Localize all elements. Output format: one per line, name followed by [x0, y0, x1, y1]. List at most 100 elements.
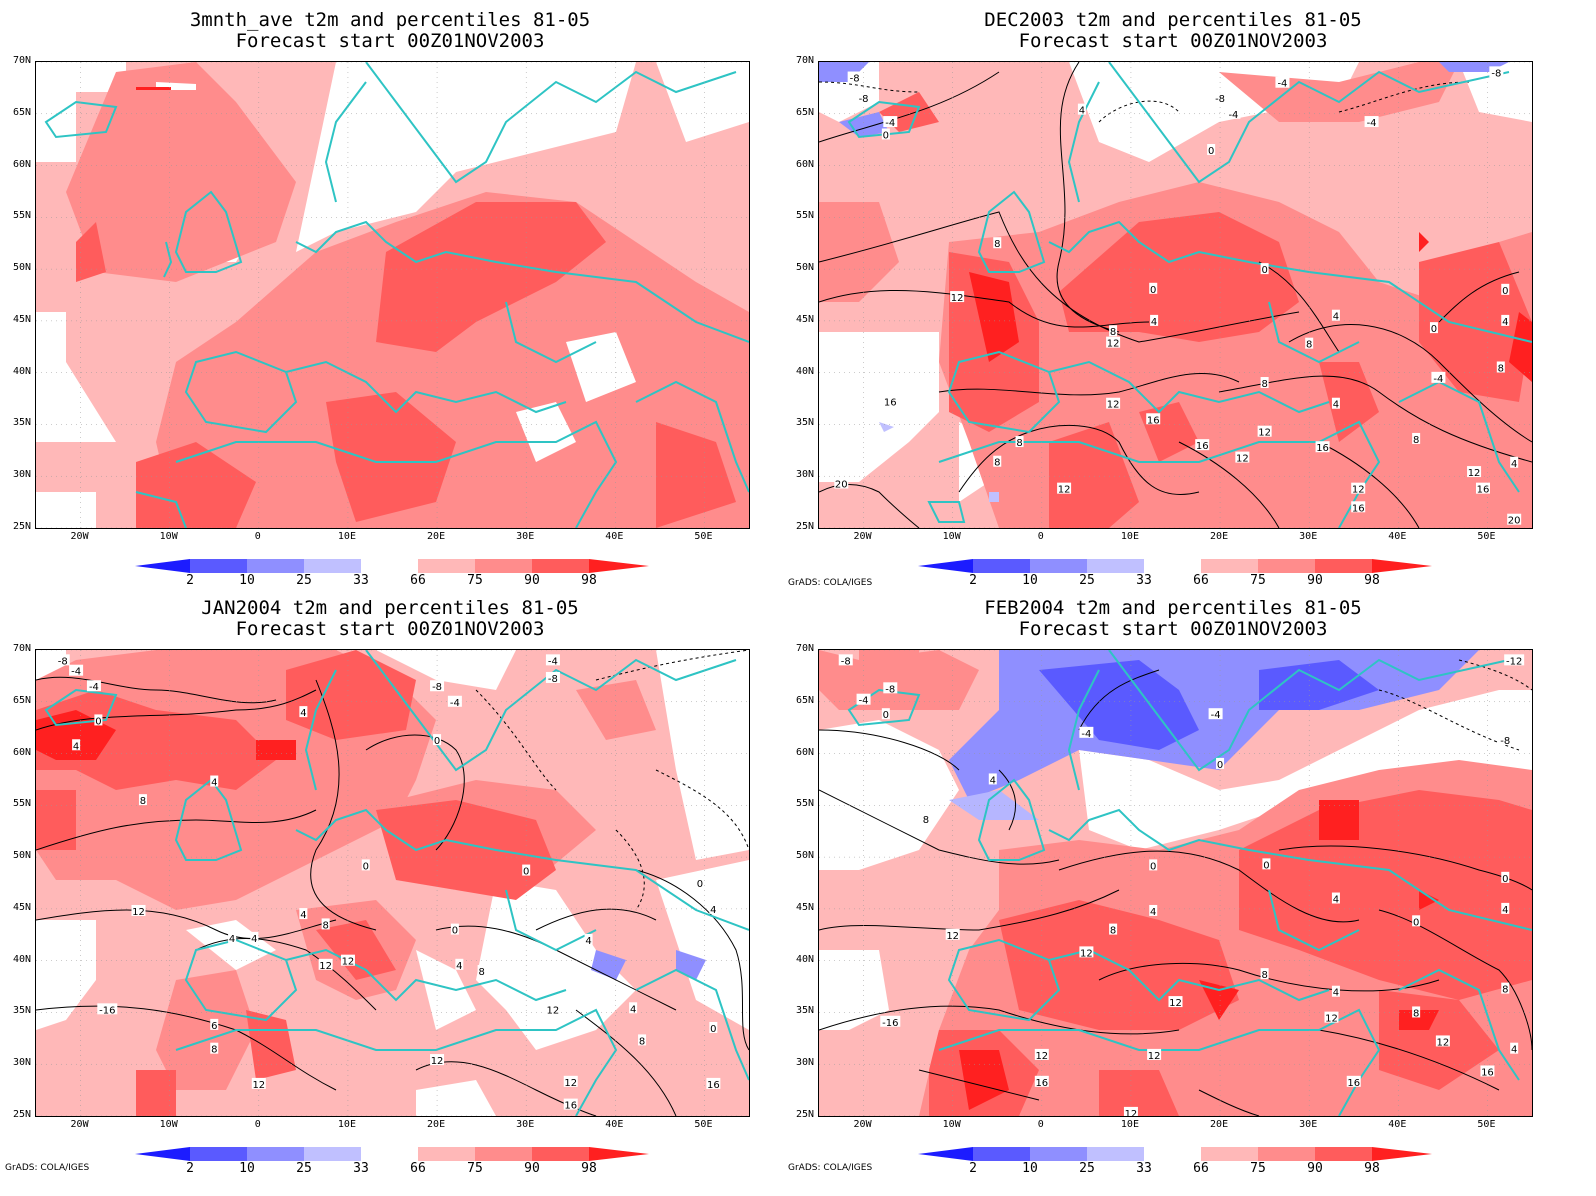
contour-label: 8	[1306, 340, 1312, 351]
contour-label-bg	[1412, 915, 1421, 927]
contour-label-bg	[880, 1015, 901, 1027]
contour-label-bg	[447, 695, 462, 707]
contour-label-bg	[1260, 263, 1269, 275]
lon-tick-label: 0	[1037, 531, 1044, 542]
lat-tick-label: 55N	[795, 798, 814, 810]
contour-label: 0	[1150, 285, 1156, 296]
lat-tick-label: 45N	[795, 313, 814, 325]
contour-label: 0	[1431, 324, 1437, 335]
contour-label-bg	[1208, 708, 1223, 720]
lon-tick-label: 10E	[1120, 531, 1139, 542]
contour-label-bg	[1331, 309, 1340, 321]
contour-label: 4	[211, 778, 217, 789]
lon-tick-label: 20E	[427, 1119, 446, 1130]
contour-label-bg	[228, 931, 237, 943]
lat-tick-label: 50N	[12, 850, 31, 862]
contour-label: 8	[140, 796, 146, 807]
contour-label: 8	[1498, 363, 1504, 374]
contour-label: -12	[1506, 656, 1522, 667]
contour-label-bg	[433, 734, 442, 746]
contour-label: 0	[363, 861, 369, 872]
contour-label: -8	[885, 684, 895, 695]
contour-label-bg	[1149, 904, 1158, 916]
contour-label-bg	[1213, 92, 1228, 104]
contour-label-bg	[988, 773, 997, 785]
contour-label: -8	[548, 674, 558, 685]
contour-label-bg	[430, 680, 445, 692]
contour-label-bg	[706, 1077, 721, 1089]
colorbar-label: 98	[1364, 1161, 1380, 1176]
contour-label: -4	[1228, 110, 1238, 121]
lon-tick-label: 10W	[942, 531, 961, 542]
colorbar-label: 98	[1364, 573, 1380, 588]
contour-label: 0	[1261, 265, 1267, 276]
contour-label: 0	[1208, 146, 1214, 157]
contour-label: 0	[1150, 861, 1156, 872]
contour-label: 8	[322, 920, 328, 931]
contour-label: -8	[1215, 94, 1225, 105]
panel-3month: 3mnth_ave t2m and percentiles 81-05 Fore…	[0, 0, 780, 590]
lon-tick-label: 10E	[337, 531, 356, 542]
contour-label-bg	[1150, 314, 1159, 326]
map-svg: -8 -12 -8 -4 0 4 -4 -4 0 -8 8 0 0 0 4 4 0 4 12 8 12 8 8 4 -16 12 1…	[819, 650, 1532, 1116]
contour-label: 12	[132, 907, 145, 918]
contour-label: 12	[1107, 339, 1120, 350]
lon-tick-label: 0	[1037, 1119, 1044, 1130]
colorbar-label: 66	[1193, 1161, 1209, 1176]
contour-label: 0	[1413, 917, 1419, 928]
contour-label-bg	[1351, 482, 1366, 494]
contour-label: 4	[251, 934, 257, 945]
contour-label-bg	[361, 859, 370, 871]
contour-label: 8	[1261, 970, 1267, 981]
lat-tick-label: 65N	[795, 106, 814, 118]
contour-label: 8	[1110, 327, 1116, 338]
contour-label: -4	[1211, 710, 1221, 721]
contour-label: 8	[994, 239, 1000, 250]
contour-label-bg	[709, 1021, 718, 1033]
contour-label: 4	[1151, 317, 1157, 328]
contour-label-bg	[250, 931, 259, 943]
lat-tick-label: 40N	[795, 365, 814, 377]
colorbar-label: 10	[1022, 1161, 1038, 1176]
lat-tick-label: 25N	[12, 521, 31, 532]
contour-label: 12	[342, 957, 355, 968]
contour-label-bg	[856, 92, 871, 104]
colorbar-label: 10	[239, 573, 255, 588]
contour-label-bg	[1501, 902, 1510, 914]
colorbar-label: 10	[1022, 573, 1038, 588]
colorbar-label: 33	[1136, 573, 1152, 588]
lon-tick-label: 40E	[605, 531, 624, 542]
panel-title-line1: JAN2004 t2m and percentiles 81-05	[201, 597, 579, 619]
contour-label: 12	[547, 1005, 560, 1016]
lon-tick-label: 20W	[70, 1119, 89, 1130]
lat-tick-label: 60N	[795, 746, 814, 758]
contour-label-bg	[638, 1034, 647, 1046]
panel-title-line2: Forecast start 00Z01NOV2003	[1018, 618, 1328, 640]
lat-tick-label: 45N	[12, 901, 31, 913]
contour-label: 4	[456, 961, 462, 972]
contour-label: 12	[319, 961, 332, 972]
contour-label-bg	[834, 477, 849, 489]
contour-label-bg	[1109, 923, 1118, 935]
contour-label: 0	[1263, 860, 1269, 871]
panel-title-line1: DEC2003 t2m and percentiles 81-05	[984, 9, 1362, 31]
colorbar-label: 75	[467, 1161, 483, 1176]
contour-label-bg	[1235, 451, 1250, 463]
contour-label-bg	[1057, 482, 1072, 494]
contour-label-bg	[1480, 1065, 1495, 1077]
contour-label-bg	[1324, 1011, 1339, 1023]
contour-label-bg	[563, 1075, 578, 1087]
contour-label-bg	[1501, 283, 1510, 295]
contour-label-bg	[856, 693, 871, 705]
contour-label-bg	[1475, 482, 1490, 494]
contour-label: 12	[564, 1078, 577, 1089]
contour-label-bg	[318, 958, 333, 970]
contour-label: 12	[1258, 428, 1271, 439]
colorbar-label: 25	[296, 1161, 312, 1176]
lat-tick-label: 60N	[795, 158, 814, 170]
contour-label-bg	[321, 918, 330, 930]
contour-label: 12	[1437, 1037, 1450, 1048]
contour-label: 0	[1502, 874, 1508, 885]
contour-label: -8	[1500, 736, 1510, 747]
